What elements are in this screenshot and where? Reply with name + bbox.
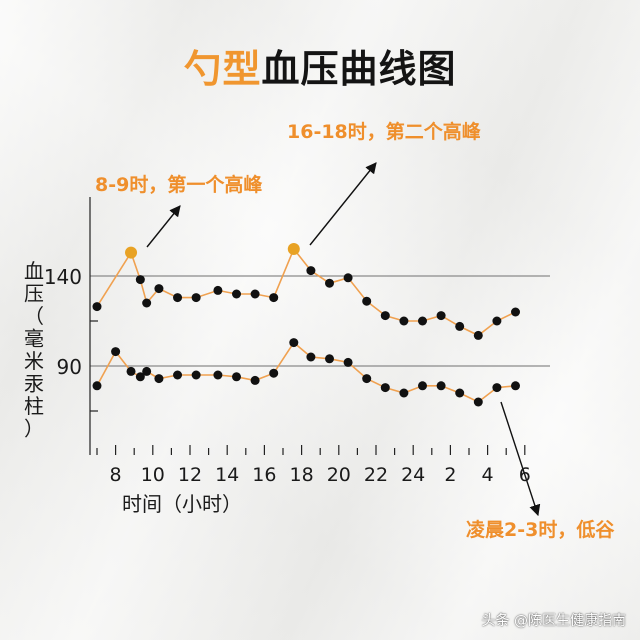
x-tick-label: 20	[327, 464, 351, 486]
annotation-arrow	[146, 205, 181, 248]
title-rest: 血压曲线图	[261, 47, 457, 91]
series-2-line	[96, 341, 516, 403]
data-point	[250, 289, 260, 299]
highlight-point	[287, 243, 300, 255]
data-point	[191, 293, 201, 303]
data-point	[269, 293, 279, 303]
data-point	[511, 381, 520, 391]
data-point	[362, 374, 372, 384]
data-point	[306, 266, 316, 276]
data-point	[511, 307, 520, 317]
data-point	[173, 370, 183, 380]
x-tick-label: 22	[364, 464, 388, 486]
page-title: 勺型血压曲线图	[0, 38, 640, 93]
data-point	[492, 316, 502, 326]
data-point	[232, 372, 241, 382]
data-point	[154, 374, 164, 384]
x-tick-label: 14	[215, 464, 239, 486]
data-point	[289, 338, 299, 348]
x-tick-label: 8	[110, 464, 122, 486]
data-point	[126, 366, 136, 376]
data-point	[154, 284, 164, 294]
data-point	[455, 388, 465, 398]
title-accent: 勺型	[183, 47, 262, 91]
annotation-label: 凌晨2-3时，低谷	[466, 518, 615, 541]
data-point	[380, 311, 390, 321]
data-point	[380, 383, 390, 393]
data-point	[343, 273, 353, 283]
data-point	[455, 321, 465, 331]
data-point	[343, 357, 353, 367]
data-point	[191, 370, 201, 380]
data-point	[492, 383, 502, 393]
x-tick-label: 2	[444, 464, 456, 486]
x-axis-label: 时间（小时）	[122, 492, 242, 516]
data-point	[325, 278, 334, 288]
data-point	[232, 289, 241, 299]
data-point	[111, 347, 121, 357]
data-point	[135, 275, 145, 285]
data-point	[213, 370, 223, 380]
data-point	[418, 381, 427, 391]
watermark-text: 头条 @陈医生健康指南	[481, 613, 626, 629]
annotation-arrow	[309, 162, 377, 246]
data-point	[325, 354, 334, 364]
x-tick-label: 10	[141, 464, 165, 486]
annotation-arrow	[500, 401, 541, 517]
x-tick-label: 16	[252, 464, 276, 486]
data-point	[213, 285, 223, 295]
data-point	[142, 366, 152, 376]
data-point	[173, 293, 183, 303]
data-point	[250, 375, 260, 385]
data-point	[269, 368, 279, 378]
annotation-label: 8-9时，第一个高峰	[95, 173, 263, 196]
data-point	[135, 372, 145, 382]
y-tick-label-140: 140	[44, 265, 82, 289]
data-point	[473, 397, 483, 407]
data-point	[418, 316, 427, 326]
highlight-point	[125, 246, 138, 259]
data-point	[399, 316, 409, 326]
x-tick-label: 24	[401, 464, 425, 486]
data-point	[306, 352, 316, 362]
data-point	[92, 381, 102, 391]
x-tick-label: 12	[178, 464, 202, 486]
data-point	[436, 311, 446, 321]
x-tick-label: 18	[290, 464, 314, 486]
annotation-label: 16-18时，第二个高峰	[287, 120, 482, 143]
x-tick-label: 6	[519, 464, 531, 486]
data-point	[399, 388, 409, 398]
data-point	[362, 296, 372, 306]
data-point	[473, 330, 483, 340]
y-axis-label: 血压（毫米汞柱）	[24, 259, 44, 441]
data-point	[92, 302, 102, 312]
data-point	[142, 298, 152, 308]
x-tick-label: 4	[482, 464, 494, 486]
data-point	[436, 381, 446, 391]
y-tick-label-90: 90	[57, 355, 82, 379]
